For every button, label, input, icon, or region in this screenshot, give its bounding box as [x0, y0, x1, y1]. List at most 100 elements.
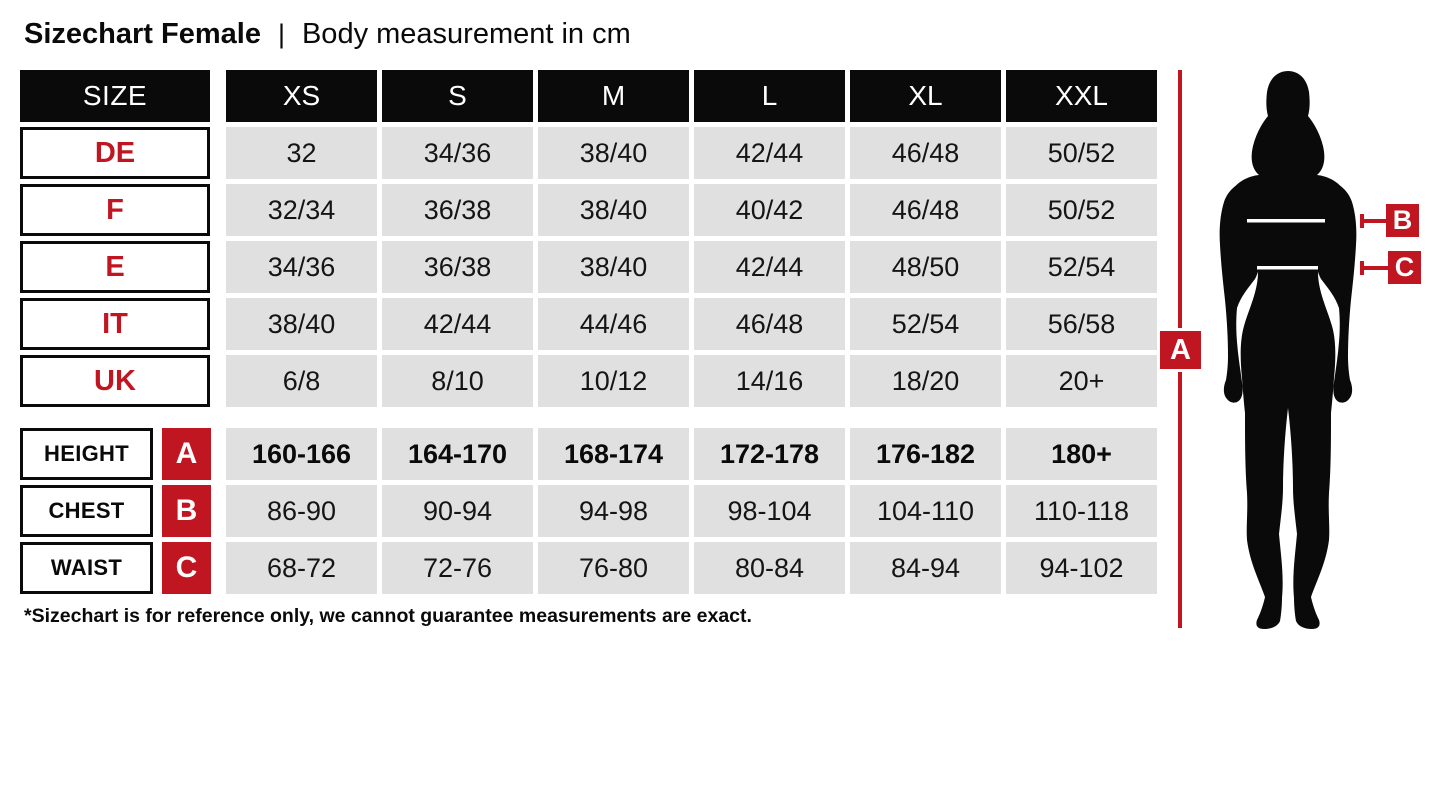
region-label-zone: IT: [20, 298, 221, 350]
size-cell: 50/52: [1006, 127, 1157, 179]
female-silhouette-figure: [1219, 71, 1357, 629]
measurement-cell: 110-118: [1006, 485, 1157, 537]
table-row: IT 38/40 42/44 44/46 46/48 52/54 56/58: [20, 298, 1157, 350]
size-cell: 34/36: [226, 241, 377, 293]
size-cell: 20+: [1006, 355, 1157, 407]
measurement-cell: 176-182: [850, 428, 1001, 480]
size-cell: 18/20: [850, 355, 1001, 407]
size-cell: 38/40: [538, 127, 689, 179]
region-row-label: UK: [20, 355, 210, 407]
measurement-cell: 104-110: [850, 485, 1001, 537]
marker-badge: B: [162, 485, 211, 537]
chest-measure-line: [1247, 219, 1325, 223]
size-cell: 14/16: [694, 355, 845, 407]
measurement-cell: 90-94: [382, 485, 533, 537]
size-cell: 46/48: [850, 127, 1001, 179]
table-row: F 32/34 36/38 38/40 40/42 46/48 50/52: [20, 184, 1157, 236]
size-cell: 8/10: [382, 355, 533, 407]
waist-connector-line: [1360, 261, 1388, 275]
size-cell: 50/52: [1006, 184, 1157, 236]
marker-badge: A: [162, 428, 211, 480]
table-row: WAIST C 68-72 72-76 76-80 80-84 84-94 94-102: [20, 542, 1157, 594]
measurement-row-label: HEIGHT: [20, 428, 153, 480]
size-cell: 36/38: [382, 184, 533, 236]
measurement-cell: 76-80: [538, 542, 689, 594]
measurement-cell: 94-102: [1006, 542, 1157, 594]
title-main: Sizechart Female: [24, 18, 261, 50]
region-row-label: DE: [20, 127, 210, 179]
silhouette-right-arm: [1314, 180, 1357, 403]
region-label-zone: E: [20, 241, 221, 293]
measurement-cell: 86-90: [226, 485, 377, 537]
silhouette-left-arm: [1219, 180, 1262, 403]
measurement-cell: 160-166: [226, 428, 377, 480]
table-row: DE 32 34/36 38/40 42/44 46/48 50/52: [20, 127, 1157, 179]
size-cell: 48/50: [850, 241, 1001, 293]
column-header: XL: [850, 70, 1001, 122]
waist-measure-line: [1257, 266, 1318, 270]
region-row-label: F: [20, 184, 210, 236]
measurement-label-zone: WAIST C: [20, 542, 221, 594]
column-header: L: [694, 70, 845, 122]
size-cell: 42/44: [382, 298, 533, 350]
size-cell: 56/58: [1006, 298, 1157, 350]
size-cell: 46/48: [850, 184, 1001, 236]
size-cell: 42/44: [694, 241, 845, 293]
size-cell: 40/42: [694, 184, 845, 236]
size-cell: 38/40: [538, 241, 689, 293]
region-row-label: IT: [20, 298, 210, 350]
measurement-cell: 84-94: [850, 542, 1001, 594]
measurement-cell: 180+: [1006, 428, 1157, 480]
table-row: CHEST B 86-90 90-94 94-98 98-104 104-110 110-11…: [20, 485, 1157, 537]
chest-connector-line: [1360, 214, 1386, 228]
measurement-cell: 68-72: [226, 542, 377, 594]
region-row-label: E: [20, 241, 210, 293]
size-cell: 44/46: [538, 298, 689, 350]
measurement-cell: 80-84: [694, 542, 845, 594]
measurement-row-label: WAIST: [20, 542, 153, 594]
title-separator: |: [277, 19, 285, 49]
column-header: M: [538, 70, 689, 122]
size-cell: 6/8: [226, 355, 377, 407]
size-header-cell: SIZE: [20, 70, 210, 122]
marker-badge: C: [162, 542, 211, 594]
marker-badge-a: A: [1157, 328, 1204, 372]
table-row: E 34/36 36/38 38/40 42/44 48/50 52/54: [20, 241, 1157, 293]
table-header-row: SIZE XS S M L XL XXL: [20, 70, 1157, 122]
header-label-zone: SIZE: [20, 70, 221, 122]
title-subtitle: Body measurement in cm: [301, 18, 631, 50]
measurement-cell: 94-98: [538, 485, 689, 537]
size-cell: 10/12: [538, 355, 689, 407]
marker-badge-b: B: [1386, 204, 1419, 237]
measurement-cell: 72-76: [382, 542, 533, 594]
size-cell: 42/44: [694, 127, 845, 179]
footnote-text: *Sizechart is for reference only, we can…: [24, 605, 752, 627]
silhouette-body: [1234, 71, 1342, 629]
measurement-label-zone: HEIGHT A: [20, 428, 221, 480]
size-cell: 36/38: [382, 241, 533, 293]
size-cell: 52/54: [1006, 241, 1157, 293]
column-header: XXL: [1006, 70, 1157, 122]
size-cell: 46/48: [694, 298, 845, 350]
column-header: XS: [226, 70, 377, 122]
marker-badge-c: C: [1388, 251, 1421, 284]
measurement-label-zone: CHEST B: [20, 485, 221, 537]
page-title: Sizechart Female | Body measurement in c…: [24, 16, 631, 52]
size-cell: 38/40: [538, 184, 689, 236]
measurement-cell: 164-170: [382, 428, 533, 480]
column-header: S: [382, 70, 533, 122]
measurement-cell: 98-104: [694, 485, 845, 537]
table-row: HEIGHT A 160-166 164-170 168-174 172-178 176-1…: [20, 428, 1157, 480]
measurement-row-label: CHEST: [20, 485, 153, 537]
size-cell: 52/54: [850, 298, 1001, 350]
size-cell: 32/34: [226, 184, 377, 236]
region-label-zone: UK: [20, 355, 221, 407]
size-cell: 38/40: [226, 298, 377, 350]
measurement-cell: 168-174: [538, 428, 689, 480]
size-cell: 34/36: [382, 127, 533, 179]
size-cell: 32: [226, 127, 377, 179]
table-row: UK 6/8 8/10 10/12 14/16 18/20 20+: [20, 355, 1157, 407]
region-label-zone: F: [20, 184, 221, 236]
size-table: SIZE XS S M L XL XXL DE 32 34/36 38/40 42/44 46/48 50…: [20, 70, 1157, 599]
